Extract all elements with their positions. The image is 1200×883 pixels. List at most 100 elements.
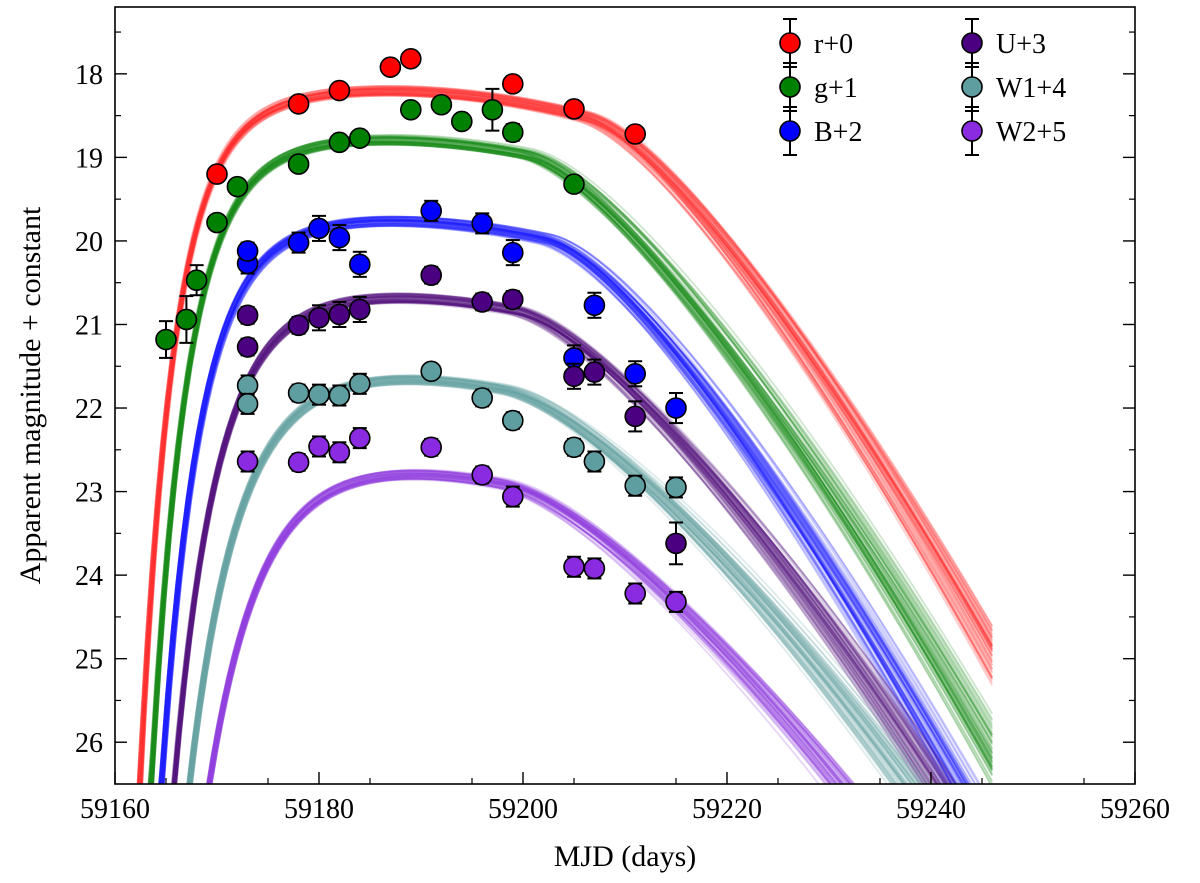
model-curve <box>160 223 947 784</box>
data-point <box>308 306 330 329</box>
model-curve <box>159 215 953 784</box>
model-curve <box>188 375 909 784</box>
model-curve <box>139 87 993 784</box>
data-point <box>308 383 330 406</box>
model-curve <box>187 383 906 784</box>
model-curve <box>152 139 993 784</box>
model-curve <box>137 91 993 784</box>
model-curve <box>158 220 942 784</box>
data-point <box>399 47 422 70</box>
y-tick-label: 19 <box>75 143 103 174</box>
model-curve <box>159 216 965 784</box>
data-point <box>420 436 443 459</box>
legend-label: W1+4 <box>996 73 1066 104</box>
model-curve <box>158 225 959 784</box>
model-curve <box>188 381 897 784</box>
data-point <box>287 93 310 115</box>
model-curve <box>209 478 827 784</box>
model-curve <box>139 95 993 784</box>
model-curve <box>187 378 894 784</box>
data-point <box>471 387 494 409</box>
model-curve <box>158 219 965 784</box>
model-curve <box>151 141 993 784</box>
model-curve <box>158 218 946 784</box>
data-point <box>236 304 259 327</box>
legend-marker <box>779 76 801 98</box>
model-curve <box>139 88 993 784</box>
data-point <box>206 163 228 185</box>
model-curve <box>136 89 993 784</box>
model-curve <box>150 143 993 784</box>
legend-marker <box>961 32 983 54</box>
legend-label: U+3 <box>996 29 1046 60</box>
model-curve <box>190 382 917 784</box>
model-curve <box>162 225 954 784</box>
y-tick-label: 24 <box>75 561 103 592</box>
model-curve <box>151 143 993 784</box>
model-curve <box>158 219 955 784</box>
model-curve <box>161 217 968 784</box>
model-curve <box>206 469 830 784</box>
model-curve <box>186 381 912 784</box>
model-curve <box>138 93 993 784</box>
model-curve <box>151 142 993 784</box>
model-curve <box>208 475 840 784</box>
model-curves-r+0 <box>136 85 993 784</box>
model-curve <box>188 377 898 784</box>
model-curve <box>161 216 963 784</box>
model-curve <box>207 469 843 784</box>
data-point <box>624 474 647 497</box>
data-point <box>563 98 585 120</box>
model-curve <box>207 477 837 784</box>
model-curve <box>187 379 907 784</box>
model-curve <box>188 375 913 784</box>
model-curve <box>209 471 835 784</box>
model-curve <box>140 93 993 784</box>
data-point <box>399 98 422 121</box>
data-point <box>563 436 585 459</box>
legend-label: g+1 <box>814 73 858 104</box>
model-curve <box>186 375 921 784</box>
model-curve <box>160 222 953 784</box>
model-curve <box>138 93 993 784</box>
model-curve <box>190 374 913 784</box>
model-curve <box>162 224 973 784</box>
model-curve <box>138 93 993 784</box>
model-curve <box>188 376 906 784</box>
model-curve <box>191 376 935 784</box>
model-curve <box>140 89 993 784</box>
data-point <box>348 298 371 321</box>
data-point <box>155 328 177 351</box>
model-curve <box>158 217 948 784</box>
data-point <box>501 288 524 311</box>
data-point <box>236 374 259 397</box>
model-curve <box>188 374 930 784</box>
model-curve <box>140 90 993 784</box>
model-curve <box>207 470 842 784</box>
data-point <box>379 56 402 78</box>
model-curve <box>209 473 838 784</box>
model-curve <box>161 219 963 784</box>
model-curve <box>158 215 968 784</box>
model-curve <box>161 220 957 784</box>
legend-marker <box>961 76 983 98</box>
data-point <box>471 291 494 313</box>
data-point <box>226 175 249 198</box>
data-point <box>308 217 330 240</box>
model-curve <box>206 470 849 784</box>
model-curve <box>138 91 993 784</box>
model-curve <box>209 475 851 784</box>
model-curve <box>209 475 852 784</box>
data-point <box>501 241 524 264</box>
data-point <box>501 409 524 432</box>
model-curve <box>150 143 993 784</box>
model-curve <box>138 94 993 784</box>
model-curve <box>140 92 993 784</box>
model-curve <box>162 218 967 784</box>
model-curve <box>140 87 993 784</box>
data-point <box>287 382 310 404</box>
model-curve <box>138 88 993 784</box>
model-curve <box>162 220 968 784</box>
model-curve <box>150 143 993 784</box>
